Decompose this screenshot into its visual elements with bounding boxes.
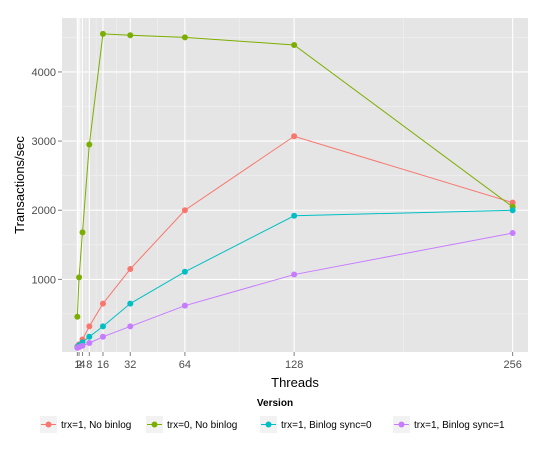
x-tick-label: 8 xyxy=(86,359,92,371)
x-tick-label: 32 xyxy=(124,359,136,371)
y-axis: 1000 2000 3000 4000 xyxy=(32,67,62,286)
x-tick-label: 2 xyxy=(76,359,82,371)
data-point xyxy=(181,302,188,309)
y-tick-label: 1000 xyxy=(32,274,56,286)
data-point xyxy=(291,271,298,278)
x-tick-label: 1 xyxy=(74,359,80,371)
data-point xyxy=(86,333,93,340)
data-point xyxy=(79,229,86,236)
legend-label: trx=1, Binlog sync=1 xyxy=(414,420,505,431)
data-point xyxy=(291,41,298,48)
data-point xyxy=(127,32,134,39)
data-point xyxy=(181,207,188,214)
data-point xyxy=(86,340,93,347)
data-point xyxy=(509,207,516,214)
x-axis-title: Threads xyxy=(271,375,319,390)
data-point xyxy=(99,323,106,330)
plot-panel xyxy=(62,18,528,352)
x-axis: 124 8 16 32 64 128 256 xyxy=(74,352,522,371)
legend-label: trx=1, No binlog xyxy=(61,420,131,431)
y-axis-title: Transactions/sec xyxy=(12,136,27,234)
data-point xyxy=(86,141,93,148)
legend-label: trx=0, No binlog xyxy=(167,420,237,431)
data-point xyxy=(86,323,93,330)
data-point xyxy=(79,342,86,349)
data-point xyxy=(509,199,516,206)
legend-key-point xyxy=(398,421,405,428)
x-tick-label: 128 xyxy=(285,359,303,371)
legend-key-point xyxy=(45,421,52,428)
legend: trx=1, No binlog trx=0, No binlog trx=1, B… xyxy=(40,416,505,433)
data-point xyxy=(127,266,134,273)
data-point xyxy=(181,34,188,41)
x-tick-label: 4 xyxy=(79,359,85,371)
legend-title: Version xyxy=(257,398,293,409)
data-point xyxy=(291,212,298,219)
x-tick-label: 256 xyxy=(503,359,521,371)
data-point xyxy=(74,313,81,320)
legend-key-point xyxy=(151,421,158,428)
data-point xyxy=(99,333,106,340)
data-point xyxy=(76,274,83,281)
x-tick-label: 64 xyxy=(179,359,191,371)
y-tick-label: 3000 xyxy=(32,136,56,148)
data-point xyxy=(291,133,298,140)
data-point xyxy=(99,300,106,307)
series-layer xyxy=(74,30,516,351)
data-point xyxy=(181,268,188,275)
data-point xyxy=(127,323,134,330)
minor-grid xyxy=(62,18,528,352)
y-tick-label: 4000 xyxy=(32,67,56,79)
major-grid xyxy=(62,18,528,352)
legend-key-point xyxy=(265,421,272,428)
y-tick-label: 2000 xyxy=(32,205,56,217)
x-tick-label: 16 xyxy=(97,359,109,371)
data-point xyxy=(99,30,106,37)
legend-label: trx=1, Binlog sync=0 xyxy=(281,420,372,431)
data-point xyxy=(509,230,516,237)
data-point xyxy=(127,300,134,307)
